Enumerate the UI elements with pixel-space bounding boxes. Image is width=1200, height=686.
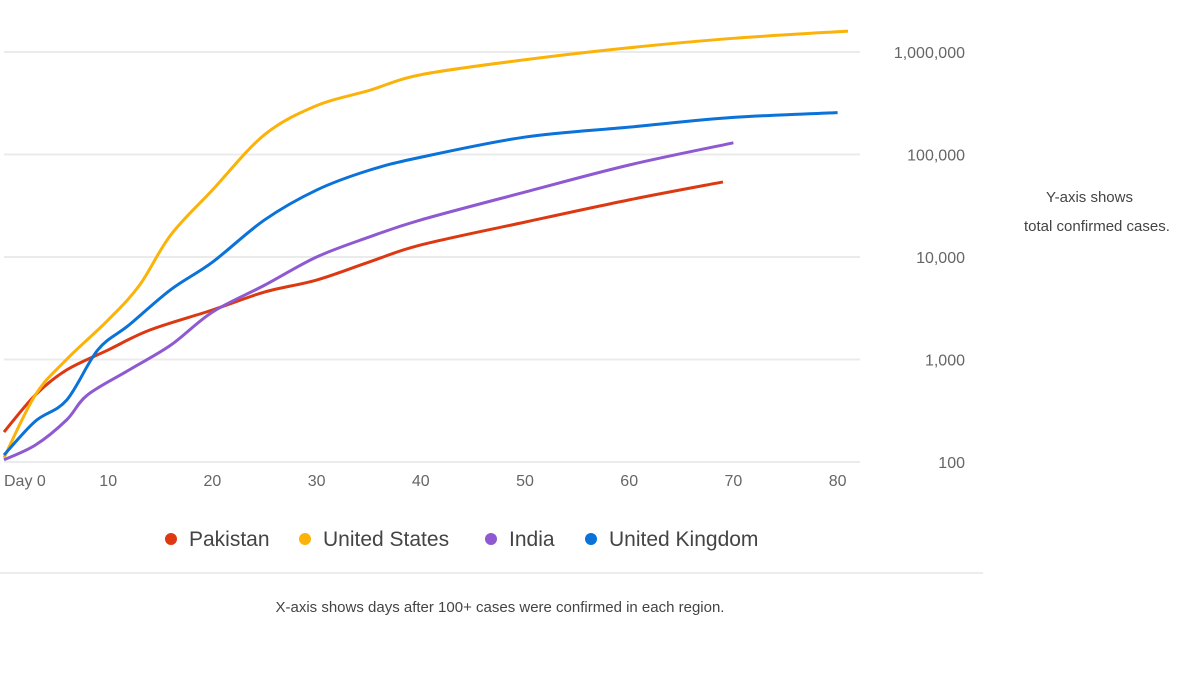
series-line-united-kingdom bbox=[2, 111, 838, 457]
x-tick-label: 70 bbox=[725, 473, 743, 490]
y-tick-label: 1,000,000 bbox=[894, 45, 965, 62]
y-axis-note-line-2: total confirmed cases. bbox=[1024, 218, 1170, 235]
x-axis-note: X-axis shows days after 100+ cases were … bbox=[275, 599, 725, 616]
y-tick-label: 100,000 bbox=[907, 148, 965, 165]
y-tick-label: 1,000 bbox=[925, 353, 965, 370]
x-tick-label: 30 bbox=[308, 473, 326, 490]
legend-marker bbox=[165, 533, 177, 545]
legend-item-united-states[interactable]: United States bbox=[299, 528, 449, 551]
series-line-pakistan bbox=[2, 180, 724, 434]
legend: Pakistan United States India United Kingdom bbox=[165, 528, 758, 551]
series-line-india bbox=[3, 141, 734, 462]
y-tick-label: 10,000 bbox=[916, 250, 965, 267]
legend-marker bbox=[585, 533, 597, 545]
legend-item-pakistan[interactable]: Pakistan bbox=[165, 528, 270, 551]
x-tick-label: 80 bbox=[829, 473, 847, 490]
x-tick-label: 40 bbox=[412, 473, 430, 490]
legend-item-united-kingdom[interactable]: United Kingdom bbox=[585, 528, 758, 551]
x-tick-label: 10 bbox=[99, 473, 117, 490]
legend-label: India bbox=[509, 528, 555, 551]
legend-marker bbox=[485, 533, 497, 545]
y-axis-note: Y-axis shows total confirmed cases. bbox=[1024, 183, 1200, 241]
x-tick-label: 20 bbox=[204, 473, 222, 490]
legend-label: Pakistan bbox=[189, 528, 270, 551]
legend-label: United States bbox=[323, 528, 449, 551]
legend-marker bbox=[299, 533, 311, 545]
series-line-united-states bbox=[2, 29, 849, 459]
y-tick-label: 100 bbox=[938, 455, 965, 472]
y-axis-note-line-1: Y-axis shows bbox=[1046, 189, 1133, 206]
x-tick-label: 50 bbox=[516, 473, 534, 490]
legend-label: United Kingdom bbox=[609, 528, 758, 551]
legend-item-india[interactable]: India bbox=[485, 528, 555, 551]
x-tick-label: 60 bbox=[620, 473, 638, 490]
x-tick-label: Day 0 bbox=[4, 473, 46, 490]
